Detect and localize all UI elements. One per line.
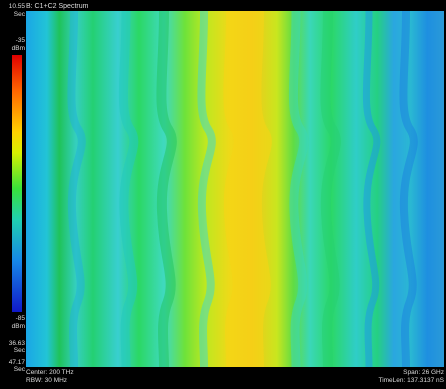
trace-band (288, 11, 309, 367)
time-mid-unit: Sec (13, 347, 25, 354)
power-top-value: -35 (15, 37, 25, 44)
window-title: B: C1+C2 Spectrum (26, 3, 89, 10)
time-top-unit: Sec (13, 11, 25, 18)
trace-band (362, 11, 381, 367)
time-bottom-unit: Sec (13, 366, 25, 373)
noise-overlay (26, 11, 444, 367)
trace-band (118, 11, 139, 367)
color-scale-bar (12, 55, 22, 312)
power-top-unit: dBm (11, 45, 25, 52)
time-bottom-value: 47.17 (8, 359, 25, 366)
spectrogram-svg (26, 11, 444, 367)
footer-timelen: TimeLen: 137.3137 nS (378, 377, 444, 384)
footer-rbw: RBW: 30 MHz (26, 377, 68, 384)
trace-band (156, 11, 177, 367)
spectrum-peak (223, 11, 272, 367)
trace-band (399, 11, 418, 367)
time-top-value: 10.55 (8, 3, 25, 10)
trace-band (197, 11, 216, 367)
trace-band (320, 11, 341, 367)
trace-band (67, 11, 86, 367)
footer-span: Span: 26 GHz (403, 369, 444, 376)
power-bottom-unit: dBm (11, 323, 25, 330)
time-mid-value: 36.63 (8, 340, 25, 347)
power-bottom-value: -85 (15, 315, 25, 322)
spectrogram-plot[interactable] (26, 11, 444, 367)
footer-center: Center: 200 THz (26, 369, 74, 376)
